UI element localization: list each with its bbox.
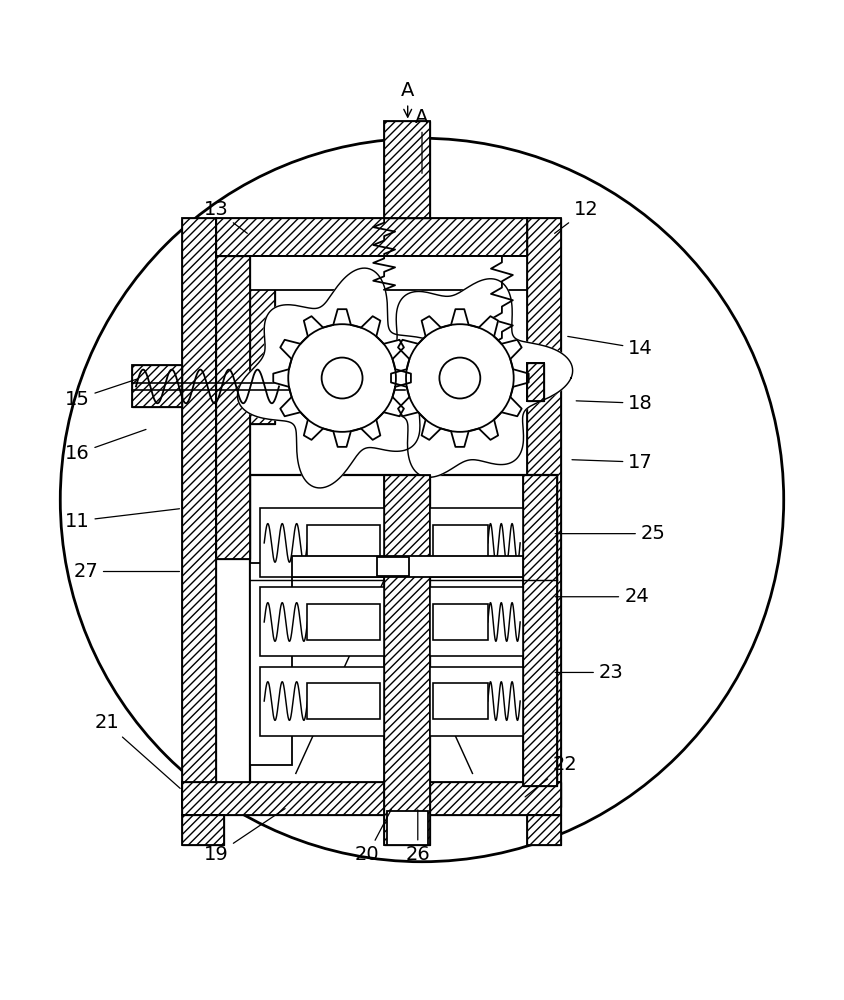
Bar	[216, 256, 250, 559]
Bar	[384, 121, 430, 218]
Bar	[433, 604, 488, 640]
Text: 19: 19	[203, 809, 285, 864]
Bar	[132, 365, 182, 407]
Polygon shape	[237, 268, 446, 488]
Bar	[384, 121, 430, 218]
Text: 26: 26	[405, 810, 430, 864]
Bar	[433, 525, 488, 561]
Circle shape	[60, 138, 784, 862]
Text: 23: 23	[555, 663, 624, 682]
Text: 12: 12	[555, 200, 598, 233]
Bar	[377, 557, 409, 576]
Bar	[528, 815, 560, 845]
Bar	[430, 587, 523, 656]
Text: 24: 24	[555, 587, 649, 606]
Text: 11: 11	[65, 509, 180, 531]
Bar	[182, 218, 216, 807]
Bar	[528, 218, 560, 807]
Bar	[384, 475, 430, 845]
Bar	[307, 604, 381, 640]
Text: 14: 14	[568, 336, 653, 358]
Bar	[182, 782, 560, 815]
Bar	[182, 218, 216, 807]
Bar	[292, 556, 523, 577]
Bar	[528, 363, 544, 401]
Bar	[307, 683, 381, 719]
Bar	[216, 256, 250, 559]
Bar	[528, 363, 544, 401]
Bar	[528, 815, 560, 845]
Polygon shape	[273, 309, 411, 447]
Bar	[523, 475, 556, 786]
Bar	[433, 683, 488, 719]
Polygon shape	[347, 279, 572, 477]
Bar	[523, 475, 556, 786]
Bar	[307, 525, 381, 561]
Text: 21: 21	[95, 713, 180, 788]
Bar	[384, 475, 430, 845]
Text: 18: 18	[576, 394, 653, 413]
Text: A: A	[415, 108, 429, 173]
Bar	[216, 218, 528, 256]
Bar	[261, 508, 384, 577]
Bar	[216, 218, 528, 256]
Bar	[387, 811, 428, 845]
Text: 25: 25	[555, 524, 666, 543]
Bar	[246, 256, 275, 424]
Bar	[182, 782, 560, 815]
Bar	[430, 667, 523, 736]
Bar	[182, 815, 225, 845]
Bar	[182, 815, 225, 845]
Text: 13: 13	[203, 200, 247, 233]
Bar	[246, 256, 275, 424]
Bar	[250, 475, 556, 786]
Bar	[261, 667, 384, 736]
Text: 17: 17	[572, 453, 653, 472]
Text: 22: 22	[525, 755, 577, 797]
Text: 27: 27	[73, 562, 180, 581]
Bar	[430, 508, 523, 577]
Bar	[132, 365, 182, 407]
Text: A: A	[401, 81, 414, 117]
Bar	[250, 563, 292, 765]
Bar	[261, 587, 384, 656]
Bar	[528, 363, 544, 401]
Text: 15: 15	[65, 379, 138, 409]
Bar	[216, 256, 528, 290]
Polygon shape	[391, 309, 528, 447]
Text: 20: 20	[355, 810, 392, 864]
Text: 16: 16	[65, 429, 146, 463]
Bar	[528, 218, 560, 807]
